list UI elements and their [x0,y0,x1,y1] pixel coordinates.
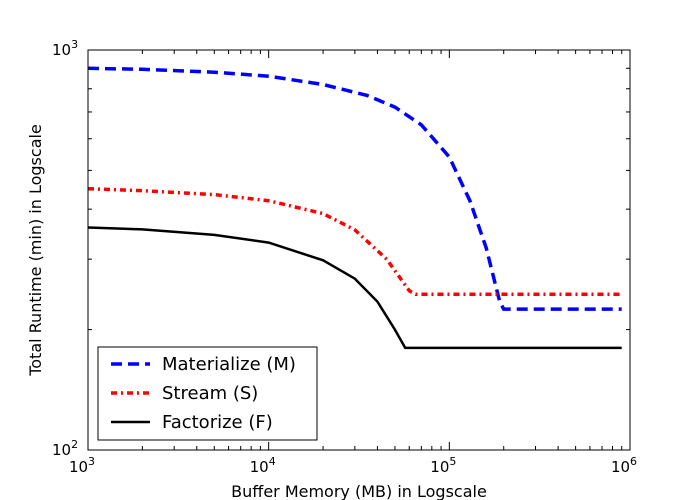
legend: Materialize (M) Stream (S) Factorize (F) [97,346,318,441]
series-lines [87,66,622,350]
plot-frame [87,49,631,451]
x-tick-label: 103 [69,455,95,476]
y-axis-title: Total Runtime (min) in Logscale [26,124,45,377]
series-line-1 [87,186,622,297]
y-tick-label: 102 [52,438,78,459]
x-axis-title: Buffer Memory (MB) in Logscale [231,482,487,500]
x-tick-label: 104 [250,455,276,476]
legend-label-1: Stream (S) [162,383,258,404]
x-tick-label: 106 [611,455,637,476]
legend-label-0: Materialize (M) [162,354,296,375]
series-line-0 [87,66,622,311]
series-line-2 [87,226,622,350]
legend-label-2: Factorize (F) [162,412,273,433]
x-tick-label: 105 [430,455,456,476]
y-tick-label: 103 [52,38,78,59]
